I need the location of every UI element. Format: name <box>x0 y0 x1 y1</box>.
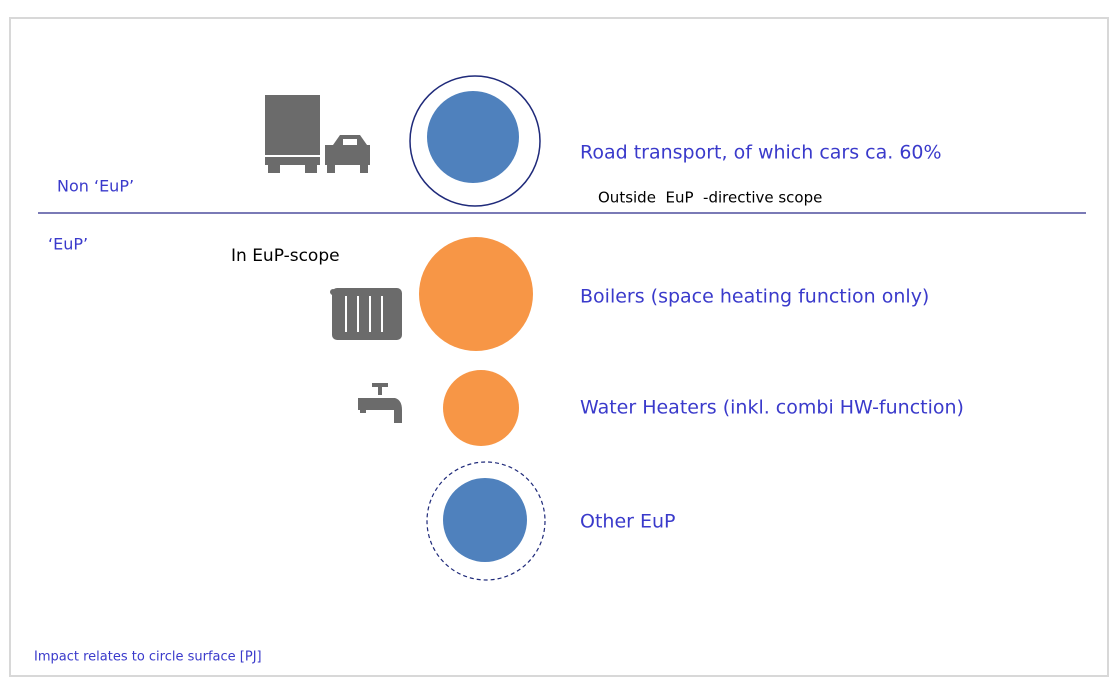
item-label: Water Heaters (inkl. combi HW-function) <box>580 397 964 419</box>
truck-icon <box>265 95 320 173</box>
boiler-circle <box>419 237 533 351</box>
item-label: Boilers (space heating function only) <box>580 286 929 308</box>
eup-label: ‘EuP’ <box>48 235 88 254</box>
radiator-icon <box>330 288 402 340</box>
item-label: Other EuP <box>580 511 676 533</box>
road-circle <box>427 91 519 183</box>
other-circle <box>443 478 527 562</box>
footnote: Impact relates to circle surface [PJ] <box>34 650 262 665</box>
water-heater-circle <box>443 370 519 446</box>
tap-icon <box>358 383 402 423</box>
in-scope-label: In EuP-scope <box>231 246 340 266</box>
item-label: Road transport, of which cars ca. 60% <box>580 142 942 164</box>
outer-ring <box>409 75 541 207</box>
non-eup-label: Non ‘EuP’ <box>57 177 134 196</box>
dashed-ring <box>426 461 546 581</box>
car-icon <box>325 135 370 173</box>
outside-scope-label: Outside EuP -directive scope <box>598 189 822 207</box>
frame <box>9 17 1109 677</box>
